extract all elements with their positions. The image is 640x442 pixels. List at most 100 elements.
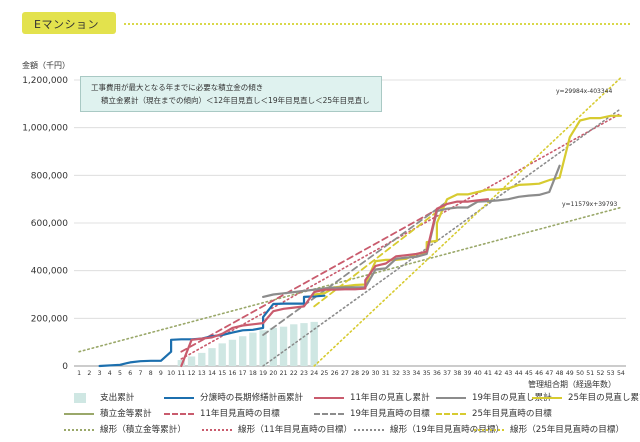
legend-label-trend-savings: 線形（積立金等累計） <box>100 425 186 435</box>
x-tick-label: 3 <box>98 370 102 377</box>
x-tick-label: 37 <box>443 370 451 377</box>
bar-spend <box>249 332 257 366</box>
series-rev19 <box>262 164 561 298</box>
x-tick-label: 50 <box>576 370 584 377</box>
x-tick-label: 12 <box>188 370 196 377</box>
legend-label-spend: 支出累計 <box>100 393 135 403</box>
x-tick-label: 47 <box>545 370 553 377</box>
x-tick-label: 49 <box>566 370 574 377</box>
legend-line-target25 <box>436 413 466 415</box>
annotation-line-2: 積立金累計（現在までの傾向）＜12年目見直し＜19年目見直し＜25年目見直し <box>101 96 370 105</box>
bar-spend <box>259 330 267 366</box>
x-tick-label: 16 <box>229 370 237 377</box>
legend-label-rev19: 19年目の見直し累計 <box>472 393 552 403</box>
series-rev11 <box>180 198 490 368</box>
y-tick-label: 400,000 <box>31 267 68 277</box>
bar-spend <box>300 323 308 366</box>
x-tick-label: 10 <box>167 370 175 377</box>
x-tick-label: 29 <box>361 370 369 377</box>
y-tick-label: 200,000 <box>31 314 68 324</box>
legend-line-savings <box>64 413 94 415</box>
series-target11 <box>180 203 448 353</box>
x-tick-label: 22 <box>290 370 298 377</box>
x-tick-label: 43 <box>505 370 513 377</box>
legend: 支出累計 分譲時の長期修繕計画累計 11年目の見直し累計 19年目の見直し累計 … <box>64 391 640 439</box>
x-tick-label: 36 <box>433 370 441 377</box>
x-tick-label: 17 <box>239 370 247 377</box>
x-tick-label: 2 <box>87 370 91 377</box>
bar-spend <box>218 343 226 366</box>
y-tick-label: 1,000,000 <box>22 124 68 134</box>
x-tick-label: 42 <box>494 370 502 377</box>
legend-label-target11: 11年目見直時の目標 <box>200 409 280 419</box>
legend-line-rev25 <box>532 397 562 399</box>
bar-spend <box>310 321 318 366</box>
series-trend11 <box>180 112 622 360</box>
bar-spend <box>269 327 278 366</box>
x-axis-label: 管理組合期（経過年数） <box>528 380 616 389</box>
legend-line-plan <box>164 397 194 399</box>
legend-line-trend-savings <box>64 429 94 431</box>
legend-label-rev25: 25年目の見直し累計 <box>568 393 640 403</box>
x-tick-label: 46 <box>535 370 543 377</box>
x-tick-label: 31 <box>382 370 390 377</box>
x-tick-label: 6 <box>128 370 132 377</box>
x-tick-label: 9 <box>159 370 163 377</box>
page-title: Eマンション <box>34 18 99 31</box>
x-tick-label: 11 <box>177 370 185 377</box>
legend-label-trend25: 線形（25年目見直時の目標） <box>510 425 625 435</box>
legend-label-target25: 25年目見直時の目標 <box>472 409 552 419</box>
series-trend25 <box>313 76 622 367</box>
x-tick-label: 53 <box>607 370 615 377</box>
x-tick-label: 41 <box>484 370 492 377</box>
y-tick-label: 0 <box>62 362 68 372</box>
bar-spend <box>208 348 216 366</box>
x-tick-label: 20 <box>269 370 277 377</box>
x-tick-label: 30 <box>372 370 380 377</box>
legend-label-trend11: 線形（11年目見直時の目標） <box>238 425 353 435</box>
legend-line-rev11 <box>314 397 344 399</box>
x-tick-label: 25 <box>321 370 329 377</box>
bar-spend <box>290 324 298 366</box>
x-tick-label: 34 <box>413 370 421 377</box>
x-tick-label: 18 <box>249 370 257 377</box>
trend-equation-lower: y=11579x+39793 <box>562 201 618 208</box>
legend-line-trend11 <box>202 429 232 431</box>
x-tick-label: 21 <box>280 370 288 377</box>
x-tick-label: 7 <box>138 370 142 377</box>
legend-label-target19: 19年目見直時の目標 <box>350 409 430 419</box>
title-tab <box>22 12 116 34</box>
legend-line-trend25 <box>474 429 504 431</box>
legend-label-plan: 分譲時の長期修繕計画累計 <box>200 393 304 403</box>
bar-spend <box>198 352 206 366</box>
x-tick-label: 35 <box>423 370 431 377</box>
x-tick-label: 4 <box>108 370 112 377</box>
legend-label-rev11: 11年目の見直し累計 <box>350 393 430 403</box>
y-tick-label: 1,200,000 <box>22 76 68 86</box>
x-tick-label: 45 <box>525 370 533 377</box>
series-trend19 <box>262 107 622 367</box>
legend-swatch-spend <box>74 393 86 403</box>
x-tick-label: 39 <box>464 370 472 377</box>
x-tick-label: 13 <box>198 370 206 377</box>
x-tick-label: 44 <box>515 370 523 377</box>
y-tick-label: 600,000 <box>31 219 68 229</box>
x-tick-label: 48 <box>556 370 564 377</box>
x-tick-label: 52 <box>597 370 605 377</box>
legend-label-trend19: 線形（19年目見直時の目標） <box>390 425 505 435</box>
series-target25 <box>313 203 448 308</box>
legend-line-trend19 <box>354 429 384 431</box>
title-dotted-rule <box>124 23 630 25</box>
x-tick-label: 24 <box>310 370 318 377</box>
x-tick-label: 40 <box>474 370 482 377</box>
bar-spend <box>228 339 237 366</box>
x-tick-label: 15 <box>218 370 226 377</box>
bar-spend <box>238 336 247 366</box>
x-tick-label: 19 <box>259 370 267 377</box>
x-tick-label: 51 <box>586 370 594 377</box>
y-tick-label: 800,000 <box>31 171 68 181</box>
legend-label-savings: 積立金等累計 <box>100 409 152 419</box>
legend-line-target19 <box>314 413 344 415</box>
bar-spend <box>279 326 288 366</box>
legend-line-target11 <box>164 413 194 415</box>
